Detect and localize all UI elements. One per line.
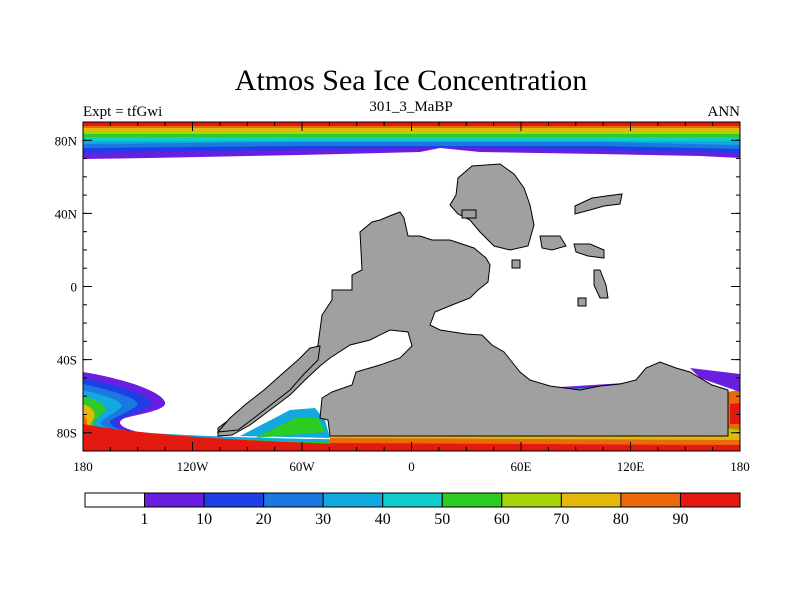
colorbar-swatch xyxy=(382,492,443,508)
season-label: ANN xyxy=(708,104,741,120)
figure-title: Atmos Sea Ice Concentration xyxy=(235,64,587,97)
island-east-3 xyxy=(593,269,609,299)
colorbar-level-label: 40 xyxy=(375,511,391,528)
axis-ticks xyxy=(82,121,741,452)
colorbar-swatch xyxy=(620,492,681,508)
colorbar-swatch xyxy=(144,492,205,508)
island-northeast xyxy=(574,193,623,215)
island-small-1 xyxy=(511,259,521,269)
colorbar-swatch xyxy=(263,492,324,508)
lon-tick-label: 120W xyxy=(177,459,210,474)
lat-tick-label: 80N xyxy=(55,133,78,148)
map-panel xyxy=(83,122,740,451)
latitude-labels: 80N 40N 0 40S 80S xyxy=(55,133,78,440)
lon-tick-label: 180 xyxy=(730,459,750,474)
island-east-4 xyxy=(577,297,587,307)
lon-tick-label: 60E xyxy=(511,459,532,474)
western-arm xyxy=(216,345,321,433)
lat-tick-label: 40N xyxy=(55,206,78,221)
lon-tick-label: 0 xyxy=(408,459,415,474)
lon-tick-label: 60W xyxy=(289,459,315,474)
colorbar-level-label: 50 xyxy=(434,511,450,528)
longitude-labels: 180 120W 60W 0 60E 120E 180 xyxy=(73,459,750,474)
lat-tick-label: 40S xyxy=(57,353,77,368)
colorbar-swatch xyxy=(441,492,503,508)
colorbar-level-label: 20 xyxy=(256,511,272,528)
island-small-2 xyxy=(461,209,477,219)
colorbar-level-label: 90 xyxy=(672,511,688,528)
northern-continent-block xyxy=(449,163,535,251)
island-east-2 xyxy=(573,243,605,259)
colorbar-swatch xyxy=(84,492,146,508)
lon-tick-label: 180 xyxy=(73,459,93,474)
colorbar-level-label: 80 xyxy=(613,511,629,528)
colorbar-labels: 1 10 20 30 40 50 60 70 80 90 xyxy=(141,511,689,528)
colorbar-swatch xyxy=(560,492,622,508)
colorbar-level-label: 1 xyxy=(141,511,149,528)
colorbar-level-label: 70 xyxy=(553,511,569,528)
colorbar-swatch xyxy=(322,492,384,508)
lon-tick-label: 120E xyxy=(617,459,645,474)
land-masses xyxy=(216,163,729,437)
island-east-1 xyxy=(539,235,567,251)
experiment-label: Expt = tfGwi xyxy=(83,104,162,120)
colorbar-level-label: 60 xyxy=(494,511,510,528)
main-continent xyxy=(217,211,729,437)
colorbar-swatch xyxy=(501,492,562,508)
colorbar-level-label: 30 xyxy=(315,511,331,528)
colorbar xyxy=(84,492,741,508)
lat-tick-label: 0 xyxy=(71,280,78,295)
colorbar-swatch xyxy=(679,492,741,508)
lat-tick-label: 80S xyxy=(57,426,77,441)
colorbar-swatch xyxy=(203,492,265,508)
colorbar-level-label: 10 xyxy=(196,511,212,528)
time-period-label: 301_3_MaBP xyxy=(369,99,452,115)
